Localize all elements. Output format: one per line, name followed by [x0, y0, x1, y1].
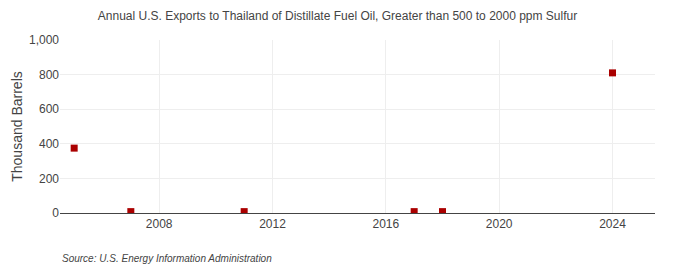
svg-text:1,000: 1,000 — [29, 33, 59, 47]
svg-text:Source: U.S. Energy Informatio: Source: U.S. Energy Information Administ… — [62, 253, 272, 264]
svg-text:600: 600 — [39, 102, 59, 116]
svg-text:2024: 2024 — [599, 217, 626, 231]
svg-text:400: 400 — [39, 137, 59, 151]
svg-text:2020: 2020 — [486, 217, 513, 231]
svg-text:200: 200 — [39, 172, 59, 186]
svg-text:Thousand Barrels: Thousand Barrels — [9, 71, 25, 182]
svg-text:0: 0 — [52, 206, 59, 220]
svg-text:2012: 2012 — [259, 217, 286, 231]
svg-text:2016: 2016 — [372, 217, 399, 231]
svg-text:800: 800 — [39, 68, 59, 82]
svg-text:2008: 2008 — [146, 217, 173, 231]
svg-text:Annual U.S. Exports to Thailan: Annual U.S. Exports to Thailand of Disti… — [98, 9, 577, 23]
